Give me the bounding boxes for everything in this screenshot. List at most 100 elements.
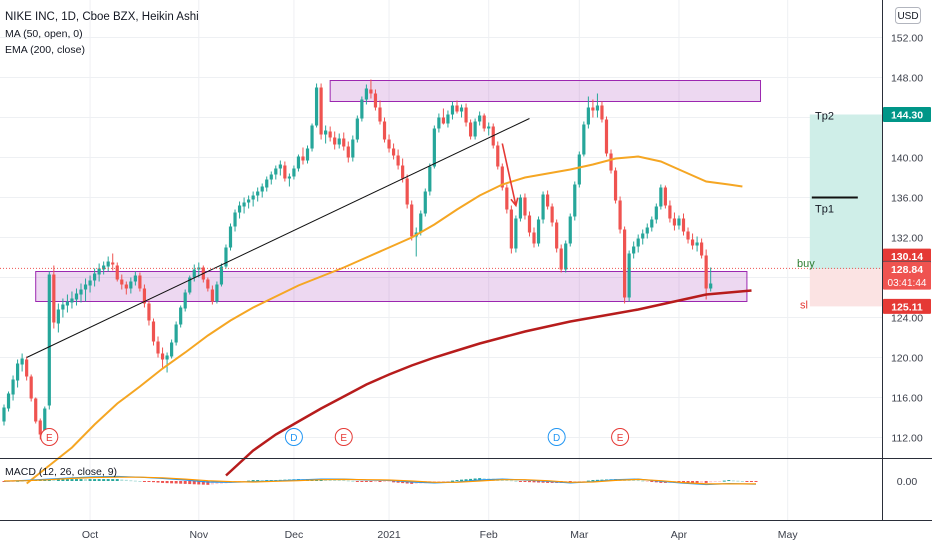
- candle: [645, 223, 649, 239]
- candle-body: [437, 117, 441, 129]
- down-arrow-drawing[interactable]: [501, 143, 519, 208]
- macd-bar: [56, 479, 60, 481]
- arrow-head[interactable]: [510, 197, 519, 208]
- candle-body: [700, 242, 704, 256]
- macd-bar: [79, 479, 83, 481]
- macd-bar: [192, 481, 196, 485]
- candle-body: [428, 166, 432, 192]
- candle: [482, 113, 486, 132]
- resistance-zone[interactable]: [329, 80, 762, 102]
- candle-body: [283, 165, 287, 179]
- price-tag-value: 144.30: [891, 110, 923, 122]
- macd-bar: [124, 479, 128, 481]
- macd-bar: [337, 479, 341, 481]
- candle: [428, 163, 432, 196]
- candle: [695, 236, 699, 252]
- candle: [192, 264, 196, 282]
- candle: [568, 213, 572, 247]
- candle: [600, 101, 604, 123]
- dividend-marker[interactable]: D: [547, 428, 566, 446]
- macd-bar: [659, 481, 663, 483]
- candle-body: [188, 277, 192, 293]
- candle: [659, 184, 663, 210]
- position-tool[interactable]: [809, 114, 882, 307]
- symbol-title: NIKE INC, 1D, Cboe BZX, Heikin Ashi: [5, 11, 199, 23]
- candle: [47, 271, 51, 410]
- candle: [129, 277, 133, 294]
- macd-bar: [369, 481, 373, 482]
- tp1-label: Tp1: [815, 204, 834, 216]
- candle-body: [147, 303, 151, 321]
- candle-body: [74, 293, 79, 300]
- candle-body: [337, 138, 341, 145]
- currency-button[interactable]: USD: [895, 7, 921, 24]
- support-zone[interactable]: [35, 271, 748, 302]
- macd-bar: [129, 480, 133, 482]
- candle: [269, 171, 273, 185]
- macd-axis[interactable]: 0.00: [897, 476, 918, 488]
- time-axis[interactable]: Oct Nov Dec 2021 Feb Mar Apr May: [82, 529, 798, 541]
- candle: [111, 253, 115, 271]
- macd-bar: [188, 481, 192, 485]
- macd-bar: [527, 481, 531, 483]
- event-label: E: [46, 433, 53, 444]
- price-tick-label: 124.00: [891, 313, 923, 325]
- macd-bar: [695, 481, 699, 483]
- event-circle: [40, 428, 59, 446]
- stop-zone[interactable]: [809, 269, 882, 307]
- macd-bar: [360, 481, 364, 482]
- candle-body: [174, 324, 178, 343]
- macd-bar: [392, 481, 396, 483]
- candle-body: [142, 288, 147, 304]
- candle: [70, 291, 74, 309]
- candle-body: [102, 265, 106, 270]
- macd-bar: [437, 481, 441, 483]
- time-tick-label: Dec: [285, 529, 304, 541]
- candle-body: [278, 164, 282, 169]
- candle-body: [681, 218, 686, 232]
- candle: [265, 176, 269, 192]
- candle-body: [260, 186, 264, 192]
- earnings-marker[interactable]: E: [40, 428, 59, 446]
- macd-bar: [210, 481, 214, 485]
- candle: [133, 271, 137, 286]
- candle-body: [405, 178, 409, 205]
- macd-bar: [174, 481, 178, 484]
- price-tick-label: 116.00: [891, 393, 922, 405]
- candle-body: [183, 292, 187, 309]
- arrow-shaft[interactable]: [501, 143, 517, 206]
- candle-body: [269, 174, 273, 180]
- candle-body: [215, 284, 219, 302]
- macd-bar: [473, 478, 477, 481]
- earnings-marker[interactable]: E: [334, 428, 353, 446]
- buy-label: buy: [797, 258, 815, 270]
- candle: [464, 103, 468, 127]
- candle: [546, 190, 550, 210]
- macd-bar: [455, 480, 459, 482]
- candle-body: [509, 209, 513, 249]
- candle-body: [56, 309, 60, 324]
- candle-body: [20, 358, 24, 365]
- candle-body: [228, 226, 233, 248]
- candle-body: [129, 281, 133, 289]
- candle-body: [410, 204, 414, 237]
- candle-body: [351, 139, 355, 158]
- candle-body: [459, 107, 464, 112]
- candle-body: [523, 197, 527, 216]
- macd-bar: [115, 479, 119, 481]
- candle: [609, 149, 613, 174]
- macd-bar: [74, 479, 78, 481]
- candle: [582, 121, 586, 157]
- trendline[interactable]: [26, 118, 530, 358]
- profit-zone[interactable]: [809, 114, 882, 270]
- macd-bar: [682, 481, 685, 483]
- dividend-marker[interactable]: D: [284, 428, 303, 446]
- candle: [210, 285, 214, 305]
- candle: [541, 191, 545, 224]
- candle-body: [369, 89, 373, 94]
- earnings-marker[interactable]: E: [611, 428, 630, 446]
- macd-bar: [718, 481, 722, 482]
- candle: [681, 213, 686, 236]
